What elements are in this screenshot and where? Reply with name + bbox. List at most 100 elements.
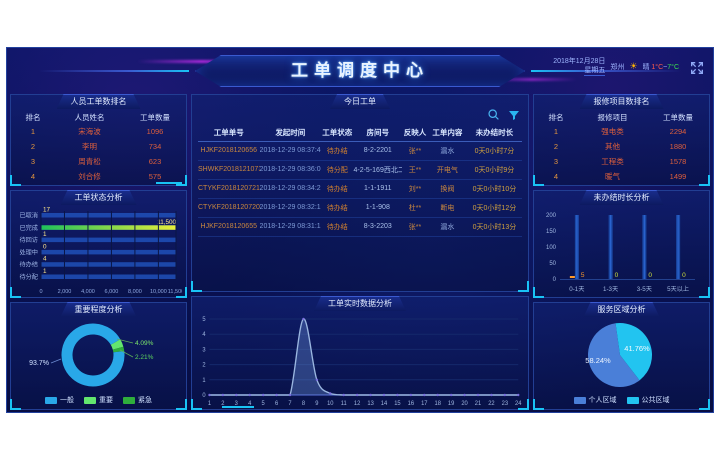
ranking-cell: 强电类: [601, 127, 624, 136]
ranking-cell: 1096: [146, 127, 164, 136]
panel-realtime-chart: 工单实时数据分析 0 1 2 3 4 5 1 2 3 4 5 6 7 8 9 10 11 12 13 14 15 16 17…: [191, 296, 529, 410]
svg-text:58.24%: 58.24%: [585, 356, 611, 365]
panel-title: 工单状态分析: [61, 190, 137, 205]
svg-text:4: 4: [202, 332, 206, 338]
svg-text:0: 0: [682, 272, 686, 279]
legend-item[interactable]: 公共区域: [626, 395, 670, 405]
ranking-row: 2 李明 734: [15, 139, 182, 154]
panel-title: 重要程度分析: [61, 302, 137, 317]
legend-label: 个人区域: [588, 397, 617, 404]
table-row[interactable]: HJKF2018120655 2018-12-29 08:31:15 待办结 8-3-…: [198, 217, 522, 237]
panel-importance-chart: 重要程度分析 93.7% 4.09% 2.21% 一般 重要 紧急: [10, 302, 187, 410]
panel-today-orders: 今日工单 工单单号 发起: [191, 94, 529, 292]
svg-text:7: 7: [288, 401, 291, 407]
table-cell: 1-1-1911: [353, 179, 403, 199]
legend-swatch: [45, 396, 57, 404]
search-icon[interactable]: [487, 108, 500, 121]
ranking-cell: 工程类: [601, 157, 624, 166]
svg-text:10,000: 10,000: [150, 289, 167, 295]
table-cell: 漏水: [427, 217, 467, 237]
city-text: 郑州: [610, 63, 625, 71]
svg-text:已取消: 已取消: [19, 212, 38, 220]
svg-text:23: 23: [502, 401, 509, 407]
main-grid: 人员工单数排名 排名 人员姓名 工单数量 1 宋海波 1096 2 李明 734 3 周青松 6…: [7, 94, 713, 412]
svg-text:20: 20: [461, 401, 468, 407]
table-row[interactable]: SHWKF2018121073 2018-12-29 08:36:03 待分配 4-2…: [198, 160, 522, 180]
table-row[interactable]: CTYKF2018120721 2018-12-29 08:34:26 待办结 1-1…: [198, 179, 522, 199]
svg-text:11,500: 11,500: [168, 289, 182, 295]
svg-text:0: 0: [553, 277, 557, 283]
status-bar-chart: 已取消 17 已完成 11,500 待回访 1 处理中 0 待办结 4 待分配 1 0 2,000 4,00…: [13, 205, 184, 296]
svg-text:3: 3: [202, 347, 206, 353]
svg-text:1: 1: [43, 231, 47, 238]
panel-personnel-ranking: 人员工单数排名 排名 人员姓名 工单数量 1 宋海波 1096 2 李明 734 3 周青松 6…: [10, 94, 187, 186]
table-cell: 漏水: [427, 141, 467, 161]
left-column: 人员工单数排名 排名 人员姓名 工单数量 1 宋海波 1096 2 李明 734 3 周青松 6…: [10, 94, 187, 410]
center-column: 今日工单 工单单号 发起: [191, 94, 529, 410]
table-cell: 王**: [402, 160, 428, 180]
ranking-cell: 623: [148, 157, 162, 166]
decor-glow: [487, 78, 577, 81]
svg-text:4: 4: [43, 256, 47, 263]
svg-text:5: 5: [581, 272, 585, 279]
legend-item[interactable]: 一般: [45, 395, 74, 405]
svg-text:17: 17: [43, 207, 51, 214]
legend-item[interactable]: 个人区域: [573, 395, 617, 405]
svg-text:2,000: 2,000: [58, 289, 72, 295]
table-cell: HJKF2018120655: [198, 217, 260, 237]
ranking-cell: 宋海波: [78, 127, 101, 136]
fullscreen-icon[interactable]: [689, 60, 705, 76]
svg-text:1-3天: 1-3天: [603, 286, 618, 293]
table-cell: 8-2-2201: [353, 141, 403, 161]
svg-text:2.21%: 2.21%: [135, 354, 154, 361]
svg-text:0-1天: 0-1天: [569, 286, 584, 293]
table-row[interactable]: HJKF2018120656 2018-12-29 08:37:40 待办结 8-2-…: [198, 141, 522, 161]
svg-text:200: 200: [546, 213, 557, 219]
svg-text:6,000: 6,000: [105, 289, 119, 295]
ranking-cell: 734: [148, 142, 162, 151]
svg-text:22: 22: [488, 401, 494, 407]
table-cell: 开电气: [427, 160, 467, 180]
ranking-cell: 1880: [669, 142, 687, 151]
table-cell: CTYKF2018120720: [198, 198, 260, 218]
legend-item[interactable]: 重要: [84, 395, 113, 405]
table-cell: 张**: [402, 217, 428, 237]
legend-label: 紧急: [138, 397, 152, 404]
weather-text: 晴 1°C~7°C: [642, 63, 679, 71]
legend-swatch: [626, 396, 639, 404]
scrollbar[interactable]: [156, 182, 182, 184]
legend-label: 一般: [60, 397, 74, 404]
svg-text:50: 50: [549, 261, 556, 267]
svg-text:1: 1: [43, 268, 47, 275]
svg-text:1: 1: [202, 378, 205, 384]
svg-text:19: 19: [448, 401, 454, 407]
table-cell: 待办结: [321, 141, 354, 161]
panel-title: 人员工单数排名: [57, 94, 141, 109]
ranking-row: 1 宋海波 1096: [15, 124, 182, 139]
svg-text:4: 4: [248, 401, 252, 407]
date-weekday: 2018年12月28日 星期五: [553, 57, 606, 76]
scrollbar[interactable]: [222, 406, 254, 408]
svg-text:13: 13: [367, 401, 374, 407]
table-row[interactable]: CTYKF2018120720 2018-12-29 08:32:12 待办结 1-1…: [198, 198, 522, 218]
column-header: 工单单号: [198, 125, 260, 142]
panel-repair-ranking: 报修项目数排名 排名 报修项目 工单数量 1 强电类 2294 2 其他 1880 3 工程类…: [533, 94, 710, 186]
table-cell: 0天0小时13分: [466, 217, 522, 237]
svg-text:18: 18: [434, 401, 441, 407]
table-cell: 2018-12-29 08:36:03: [259, 160, 322, 180]
svg-text:16: 16: [408, 401, 415, 407]
ranking-cell: 1578: [669, 157, 687, 166]
table-cell: 待办结: [321, 198, 354, 218]
svg-text:6: 6: [275, 401, 279, 407]
svg-text:12: 12: [354, 401, 360, 407]
svg-text:4,000: 4,000: [81, 289, 95, 295]
table-cell: 2018-12-29 08:37:40: [259, 141, 322, 161]
column-header: 工单内容: [427, 125, 467, 142]
legend-item[interactable]: 紧急: [123, 395, 152, 405]
ranking-cell: 4: [30, 172, 36, 181]
panel-status-chart: 工单状态分析 已取消 17 已完成 11,500 待回访 1 处理中 0 待办结 4 待分配 1 0 2,…: [10, 190, 187, 298]
table-cell: 张**: [402, 141, 428, 161]
svg-text:9: 9: [315, 401, 318, 407]
filter-dropdown-icon[interactable]: [508, 109, 520, 121]
svg-text:1: 1: [208, 401, 211, 407]
